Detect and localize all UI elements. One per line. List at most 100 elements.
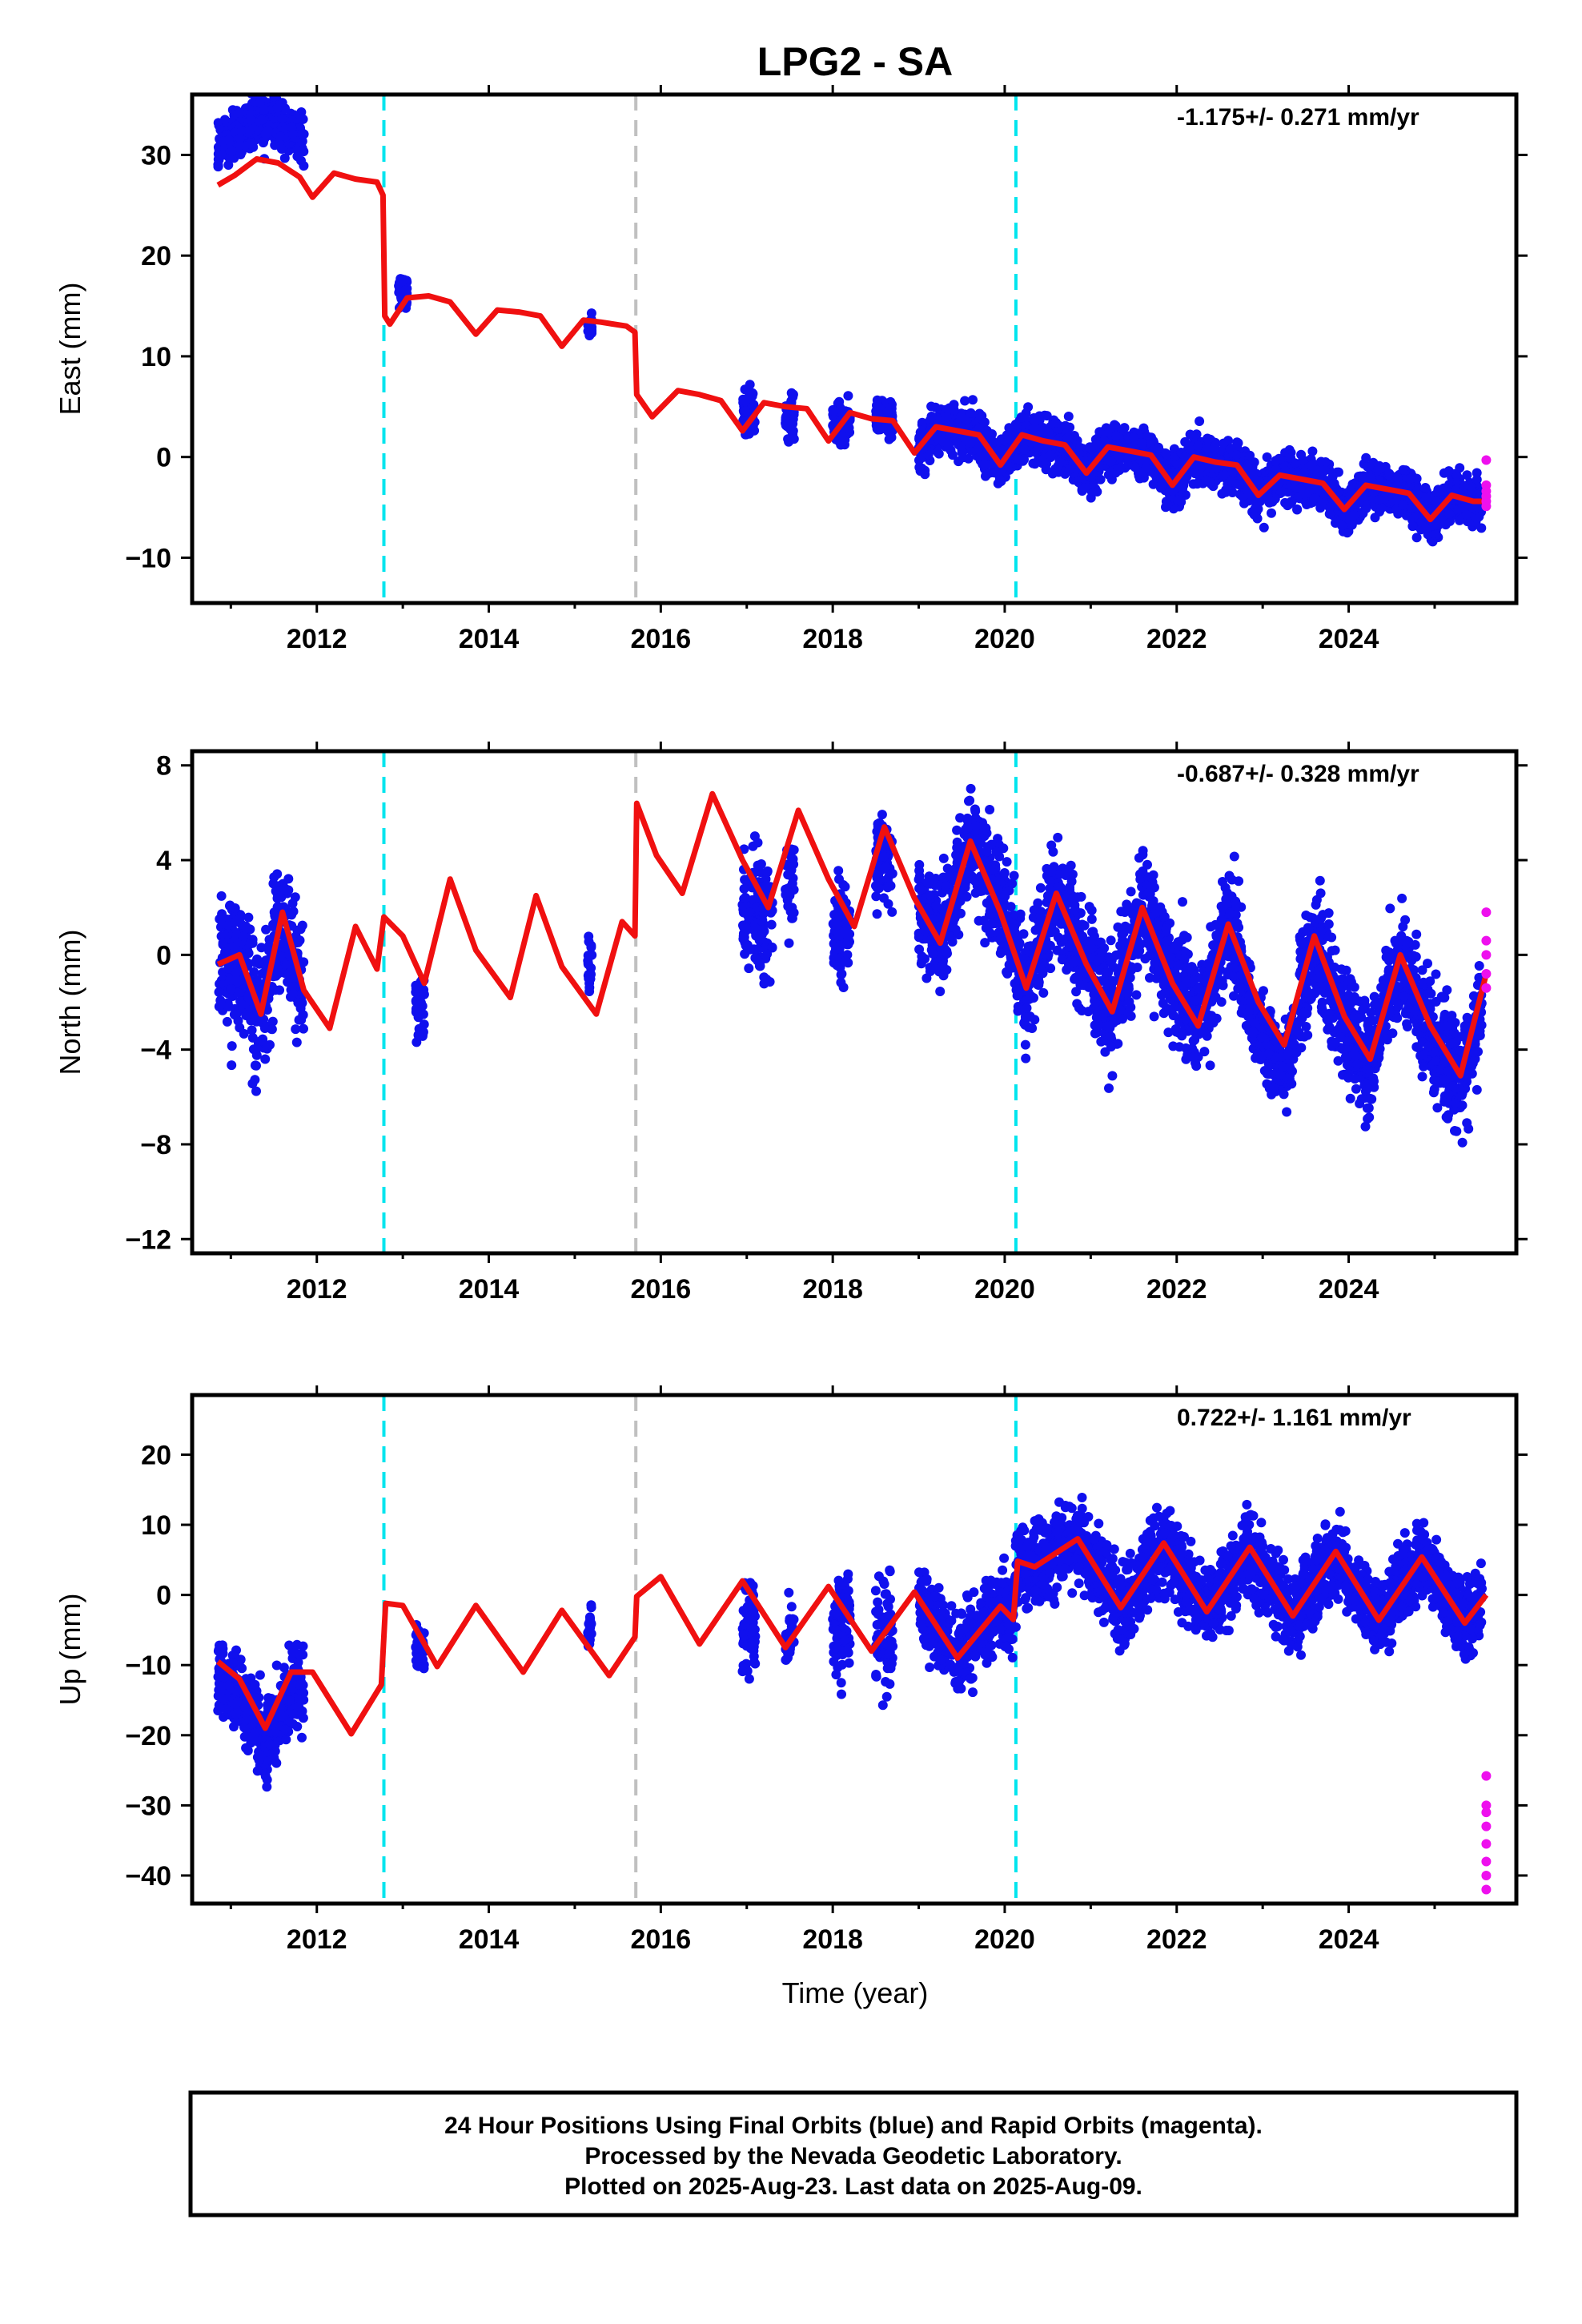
data-point <box>1092 440 1102 450</box>
data-point <box>1420 483 1431 493</box>
data-point <box>1046 450 1056 460</box>
data-point <box>1411 533 1422 543</box>
data-point <box>1299 468 1309 478</box>
data-point <box>1361 503 1371 513</box>
data-point <box>840 882 850 892</box>
data-point <box>829 406 839 416</box>
data-point <box>1055 457 1066 468</box>
data-point <box>831 944 841 955</box>
data-point <box>418 1029 428 1039</box>
data-point <box>279 943 290 953</box>
data-point <box>1267 508 1276 518</box>
data-point <box>1433 486 1443 497</box>
data-point <box>744 907 754 918</box>
data-point <box>1190 468 1200 479</box>
data-point <box>1295 484 1306 494</box>
data-point <box>1307 446 1318 456</box>
data-point <box>990 468 1001 478</box>
data-point <box>1413 489 1423 500</box>
data-point <box>1149 1011 1159 1022</box>
data-point <box>293 998 303 1008</box>
data-point <box>235 913 245 923</box>
data-point <box>252 1043 263 1054</box>
data-point <box>1407 521 1418 532</box>
data-point <box>214 987 224 997</box>
data-point <box>834 874 844 884</box>
data-point <box>399 275 409 285</box>
plot-area-east <box>213 94 1492 603</box>
data-point <box>1106 456 1116 467</box>
data-point <box>1062 433 1073 443</box>
data-point <box>1019 444 1030 455</box>
data-point <box>1203 433 1213 444</box>
data-point <box>264 941 274 951</box>
data-point <box>1373 464 1383 475</box>
data-point <box>960 396 970 406</box>
y-axis-label-east: East (mm) <box>54 283 86 416</box>
data-point <box>762 866 773 876</box>
data-point <box>247 1025 257 1035</box>
data-point <box>836 440 846 450</box>
data-point <box>1217 489 1227 499</box>
data-point <box>583 951 593 961</box>
data-point <box>259 136 269 147</box>
data-point <box>1270 493 1280 504</box>
x-tick-label: 2020 <box>974 624 1035 654</box>
data-point <box>1233 438 1243 448</box>
data-point <box>836 977 846 987</box>
data-point <box>1366 472 1375 483</box>
data-point <box>235 133 245 143</box>
data-point <box>1162 499 1172 509</box>
data-point <box>745 380 755 390</box>
data-point <box>843 391 853 401</box>
series-final-orbits-north <box>214 783 1487 1148</box>
data-point <box>882 883 893 893</box>
data-point <box>1060 420 1070 431</box>
data-point <box>1444 509 1455 519</box>
x-tick-label: 2012 <box>287 624 347 654</box>
data-point <box>1099 436 1110 446</box>
data-point <box>288 982 299 992</box>
data-point <box>1030 416 1041 427</box>
data-point <box>1085 442 1095 452</box>
data-point <box>287 899 298 909</box>
data-point <box>288 907 299 917</box>
data-point <box>272 902 283 912</box>
data-point <box>1013 454 1023 464</box>
data-point <box>843 958 853 968</box>
y-tick-label: 30 <box>141 140 171 171</box>
data-point <box>783 887 793 897</box>
data-point <box>257 115 267 125</box>
data-point <box>275 892 285 903</box>
x-tick-label: 2024 <box>1319 624 1379 654</box>
data-point <box>239 931 249 942</box>
data-point <box>259 105 269 115</box>
data-point <box>1137 438 1147 448</box>
data-point <box>227 146 237 156</box>
data-point <box>1443 466 1454 476</box>
data-point <box>979 417 990 428</box>
data-point <box>968 395 978 405</box>
data-point <box>225 901 235 911</box>
data-point <box>256 943 267 953</box>
data-point <box>270 911 280 921</box>
data-point <box>916 427 926 436</box>
data-point <box>957 412 967 422</box>
data-point <box>272 103 283 113</box>
data-point <box>1286 452 1296 463</box>
data-point <box>1063 412 1074 421</box>
data-point <box>757 929 767 939</box>
x-tick-label: 2016 <box>631 624 692 654</box>
data-point <box>252 954 263 964</box>
data-point <box>1021 421 1031 432</box>
data-point <box>288 988 298 999</box>
data-point <box>230 942 240 952</box>
data-point <box>279 153 290 163</box>
data-point <box>1392 472 1403 483</box>
data-point <box>1331 518 1340 528</box>
data-point <box>241 921 251 931</box>
data-point <box>283 874 294 884</box>
data-point <box>246 115 256 125</box>
data-point <box>833 866 844 876</box>
data-point <box>1160 448 1170 458</box>
